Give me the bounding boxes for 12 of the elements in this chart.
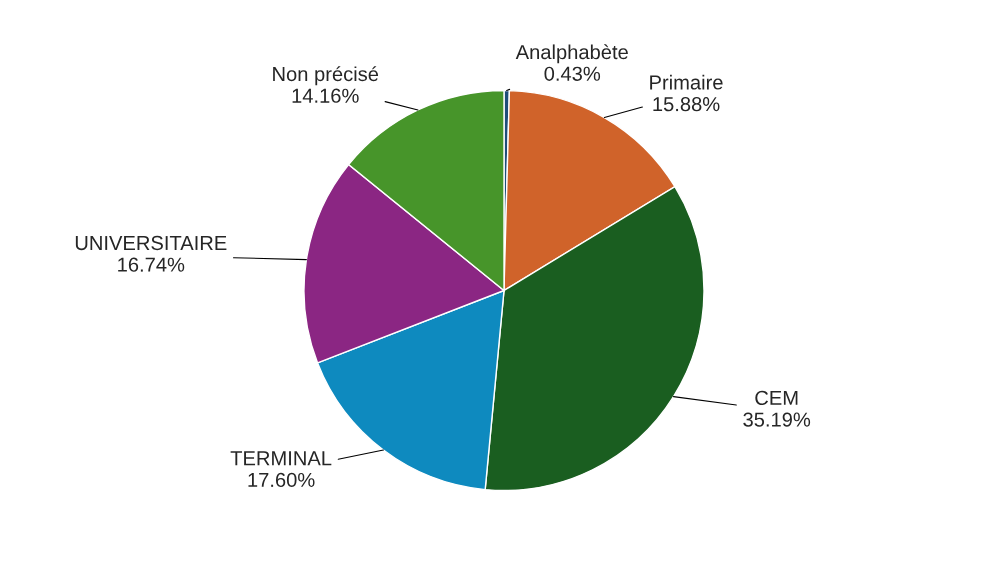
slice-label: TERMINAL [230, 451, 332, 466]
data-label: 15.88% [653, 97, 720, 112]
data-label: 0.43% [544, 66, 601, 81]
slice-label: Primaire [650, 74, 723, 90]
slice-label: CEM [755, 390, 798, 406]
data-label: 17.60% [248, 472, 315, 488]
slice-label: Analphabète [515, 44, 628, 64]
slice-label: UNIVERSITAIRE [75, 235, 227, 251]
data-label: 35.19% [743, 412, 811, 427]
slice-label: Non précisé [273, 66, 379, 86]
data-label: 14.16% [292, 88, 359, 103]
data-label: 16.74% [118, 257, 185, 272]
